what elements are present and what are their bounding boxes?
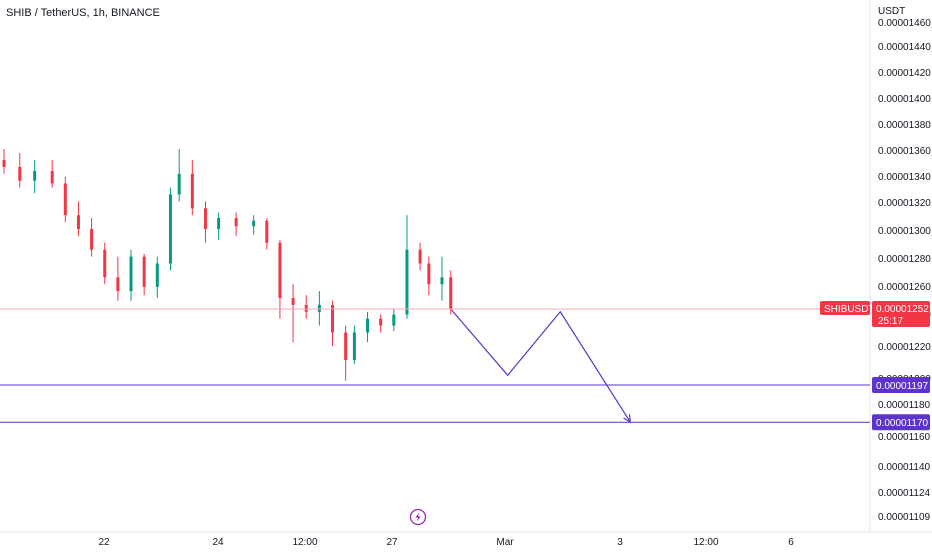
candle: [217, 212, 221, 241]
candle: [449, 270, 453, 315]
time-axis-ticks: 22 24 12:00 27 Mar 3 12:00 6: [98, 537, 794, 548]
price-tick-label: 0.00001260: [878, 282, 931, 293]
price-tick-label: 0.00001220: [878, 342, 931, 353]
projection-polyline[interactable]: [450, 308, 631, 423]
time-tick-label: Mar: [496, 537, 514, 548]
candle: [440, 256, 444, 301]
price-tick-label: 0.00001460: [878, 18, 931, 29]
last-price-label: 0.00001252: [876, 304, 929, 315]
countdown-label: 25:17: [878, 316, 903, 327]
time-tick-label: 27: [386, 537, 398, 548]
price-tick-label: 0.00001380: [878, 120, 931, 131]
price-tick-label: 0.00001140: [878, 462, 931, 473]
candle: [142, 253, 146, 296]
candle: [90, 217, 94, 257]
time-tick-label: 6: [788, 537, 794, 548]
candle: [168, 187, 172, 271]
candle: [203, 201, 207, 243]
candle: [252, 215, 256, 235]
candle: [63, 176, 67, 223]
candle: [18, 153, 22, 188]
price-unit-label: USDT: [878, 6, 905, 17]
projection-path: [450, 308, 632, 424]
candle: [155, 256, 159, 298]
candle: [103, 242, 107, 285]
price-tick-label: 0.00001180: [878, 400, 931, 411]
last-price-tag: [872, 301, 930, 328]
time-tick-label: 22: [98, 537, 110, 548]
candle: [2, 148, 6, 174]
candle: [352, 325, 356, 365]
candle: [129, 249, 133, 301]
projection-arrowhead: [623, 414, 632, 424]
horizontal-levels: 0.00001197 0.00001170: [0, 376, 930, 431]
chart-title: SHIB / TetherUS, 1h, BINANCE: [6, 7, 160, 19]
candle: [116, 256, 120, 301]
candle: [344, 325, 348, 381]
candle: [304, 295, 308, 319]
candle: [50, 160, 54, 188]
time-tick-label: 24: [212, 537, 224, 548]
candle: [265, 217, 269, 250]
candlestick-series: [2, 148, 453, 381]
price-tick-label: 0.00001400: [878, 94, 931, 105]
level-tag: [872, 376, 930, 393]
candle: [33, 160, 37, 194]
price-tick-label: 0.00001160: [878, 432, 931, 443]
time-tick-label: 3: [617, 537, 623, 548]
candle: [190, 160, 194, 216]
price-tick-label: 0.00001280: [878, 254, 931, 265]
candle: [317, 291, 321, 326]
candle: [379, 314, 383, 333]
symbol-tag: [820, 301, 870, 316]
price-tick-label: 0.00001320: [878, 198, 931, 209]
candle: [427, 256, 431, 296]
candle: [405, 215, 409, 319]
time-tick-label: 12:00: [693, 537, 718, 548]
level-tag-label: 0.00001170: [876, 418, 929, 429]
candle: [76, 201, 80, 236]
price-tick-label: 0.00001300: [878, 226, 931, 237]
candle: [392, 309, 396, 332]
candle: [177, 148, 181, 202]
price-tick-label: 0.00001440: [878, 42, 931, 53]
symbol-tag-label: SHIBUSDT: [824, 304, 875, 315]
level-tag-label: 0.00001197: [876, 381, 929, 392]
level-tag: [872, 414, 930, 431]
time-tick-label: 12:00: [292, 537, 317, 548]
candle: [331, 300, 334, 347]
price-tick-label: 0.00001109: [878, 512, 931, 523]
candle: [278, 240, 282, 319]
lightning-bolt-icon[interactable]: [409, 508, 427, 526]
candle: [234, 212, 238, 236]
price-tick-label: 0.00001124: [878, 488, 931, 499]
candle: [366, 311, 370, 343]
price-tick-label: 0.00001420: [878, 68, 931, 79]
candle: [418, 242, 422, 271]
price-tick-label: 0.00001360: [878, 146, 931, 157]
candle: [291, 284, 295, 343]
price-tick-label: 0.00001340: [878, 172, 931, 183]
price-axis-ticks: 0.00001460 0.00001440 0.00001420 0.00001400…: [878, 18, 931, 523]
